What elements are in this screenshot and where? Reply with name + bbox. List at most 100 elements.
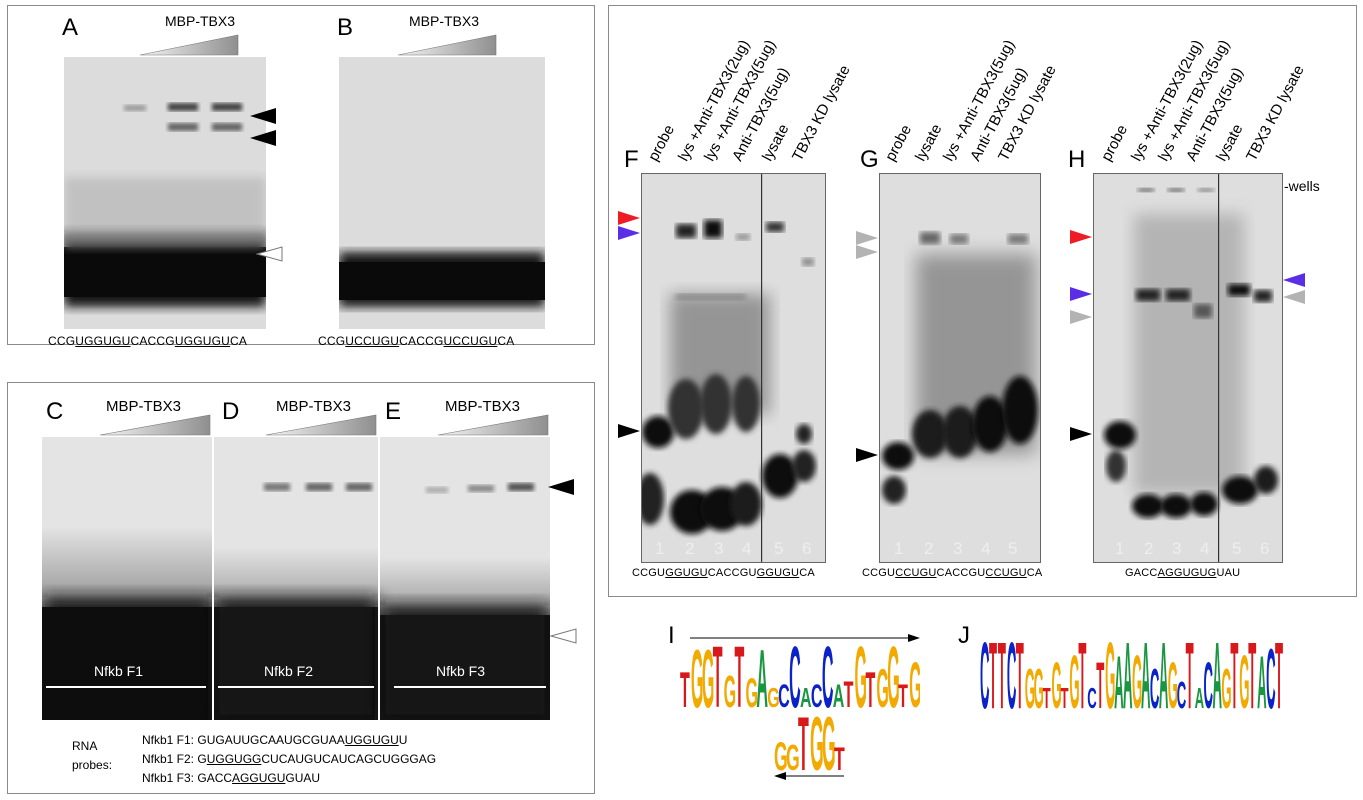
logo-letter-T: T — [713, 641, 723, 711]
rna-probe-f3: Nfkb1 F3: GACCAGGUGUGUAU — [142, 771, 321, 785]
rna-probe-f2: Nfkb1 F2: GUGGUGGCUCAUGUCAUCAGCUGGGAG — [142, 752, 437, 766]
logo-letter-C: C — [1007, 640, 1016, 712]
gradient-wedge-e — [438, 414, 549, 436]
logo-letter-T: T — [1096, 650, 1104, 712]
sequence-b: CCGUCCUGUCACCGUCCUGUCA — [318, 334, 515, 348]
gradient-wedge-c — [100, 414, 211, 436]
lane-number-h-5: 5 — [1232, 539, 1242, 558]
logo-letter-A: A — [1195, 682, 1205, 712]
logo-letter-G: G — [876, 657, 888, 711]
logo-letter-T: T — [998, 640, 1006, 712]
logo-letter-A: A — [1114, 641, 1123, 712]
arrow-gray-h-right — [1283, 290, 1305, 304]
arrow-free-probe-cde — [550, 628, 577, 644]
logo-letter-C: C — [1204, 650, 1213, 712]
arrow-red-h — [1070, 230, 1092, 244]
logo-letter-C: C — [1150, 657, 1159, 712]
sequence-f: CCGUGGUGUCACCGUGGUGUCA — [632, 567, 815, 579]
logo-letter-T: T — [735, 641, 745, 711]
logo-letter-G: G — [724, 667, 736, 711]
arrow-complex-lower-a — [250, 130, 276, 146]
panel-letter-a: A — [62, 14, 79, 41]
probe-label-c: Nfkb F1 — [94, 663, 144, 679]
gradient-wedge-b — [398, 34, 497, 56]
arrow-purple-h-left — [1070, 287, 1092, 301]
logo-letter-G: G — [786, 738, 800, 774]
logo-letter-G: G — [1221, 657, 1231, 712]
logo-letter-G: G — [767, 683, 779, 711]
lane-number-f-4: 4 — [742, 539, 752, 558]
logo-letter-G: G — [1132, 641, 1142, 712]
logo-letter-A: A — [1159, 640, 1168, 712]
arrow-black-f — [618, 424, 640, 438]
sequence-a: CCGUGGUGUCACCGUGGUGUCA — [48, 334, 248, 348]
lane-number-g-2: 2 — [924, 539, 934, 558]
logo-letter-C: C — [1087, 682, 1097, 712]
rna-probe-f1: Nfkb1 F1: GUGAUUGCAAUGCGUAAUGGUGUU — [142, 733, 408, 747]
logo-letter-T: T — [1016, 640, 1024, 712]
logo-letter-T: T — [1275, 640, 1283, 712]
logo-letter-C: C — [1177, 673, 1186, 712]
logo-letter-G: G — [745, 670, 757, 711]
panel-letter-f: F — [624, 146, 639, 173]
panel-letter-e: E — [385, 398, 402, 425]
arrow-purple-h-right — [1283, 273, 1305, 287]
lane-number-f-1: 1 — [655, 539, 665, 558]
panel-letter-c: C — [46, 398, 64, 425]
logo-letter-G: G — [1105, 640, 1115, 712]
lane-number-h-1: 1 — [1115, 539, 1125, 558]
logo-letter-T: T — [898, 679, 908, 711]
logo-letter-T: T — [1043, 682, 1051, 712]
logo-letter-T: T — [680, 661, 690, 711]
lane-number-g-5: 5 — [1008, 539, 1018, 558]
arrow-gray-g-upper — [856, 231, 878, 245]
gradient-wedge-a — [140, 34, 239, 56]
logo-letter-G: G — [691, 641, 703, 711]
arrow-complex-upper-a — [250, 108, 276, 124]
logo-letter-G: G — [822, 712, 836, 774]
logo-letter-A: A — [1123, 640, 1132, 712]
wells-label: -wells — [1284, 178, 1320, 194]
protein-label-a: MBP-TBX3 — [165, 13, 236, 29]
logo-letter-A: A — [800, 683, 812, 711]
lane-number-h-4: 4 — [1200, 539, 1210, 558]
panel-letter-b: B — [337, 14, 354, 41]
lane-number-f-5: 5 — [774, 539, 784, 558]
logo-letter-A: A — [1257, 641, 1266, 712]
rna-probes-label-2: probes: — [72, 758, 113, 772]
logo-letter-C: C — [1266, 640, 1275, 712]
logo-letter-T: T — [1248, 640, 1256, 712]
gel-g: 1 2 3 4 5 — [879, 173, 1041, 563]
gel-f: 1 2 3 4 5 6 — [641, 173, 826, 563]
gel-h: 1 2 3 4 5 6 — [1093, 173, 1283, 563]
logo-letter-C: C — [822, 641, 834, 711]
sequence-h: GACCAGGUGUGUAU — [1125, 567, 1241, 579]
panel-letter-d: D — [222, 398, 240, 425]
arrow-purple-f — [618, 226, 640, 240]
gel-a — [64, 57, 266, 329]
arrow-red-f — [618, 211, 640, 225]
arrow-black-h — [1070, 427, 1092, 441]
logo-letter-T: T — [989, 640, 997, 712]
logo-letter-G: G — [887, 641, 899, 711]
logo-letter-A: A — [1212, 640, 1221, 712]
logo-letter-C: C — [789, 641, 801, 711]
logo-letter-G: G — [810, 712, 824, 774]
logo-letter-C: C — [811, 679, 823, 711]
logo-letter-G: G — [1025, 657, 1035, 712]
logo-letter-T: T — [1078, 640, 1086, 712]
lane-number-f-2: 2 — [685, 539, 695, 558]
logo-letter-G: G — [1034, 657, 1044, 712]
sequence-g: CCGUCCUGUCACCGUCCUGUCA — [862, 567, 1043, 579]
gradient-wedge-d — [266, 414, 377, 436]
arrow-complex-cde — [548, 479, 574, 495]
lane-number-f-6: 6 — [802, 539, 812, 558]
logo-letter-A: A — [756, 641, 768, 711]
arrow-gray-g-lower — [856, 245, 878, 259]
lane-number-h-2: 2 — [1144, 539, 1154, 558]
logo-letter-T: T — [834, 740, 845, 774]
arrow-free-probe-a — [256, 246, 283, 262]
lane-number-f-3: 3 — [714, 539, 724, 558]
